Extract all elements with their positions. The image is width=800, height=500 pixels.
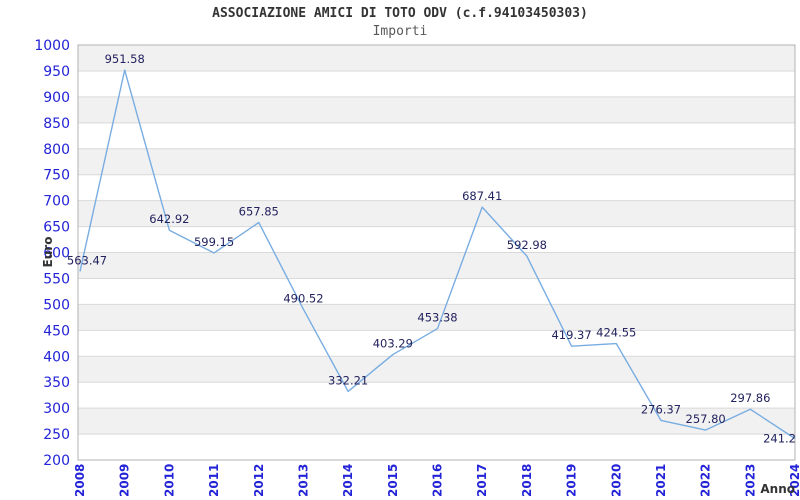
plot-band <box>78 408 795 435</box>
plot-band <box>78 226 795 253</box>
data-label: 687.41 <box>462 189 502 203</box>
plot-band <box>78 96 795 123</box>
y-axis-tick-label: 1000 <box>34 38 70 54</box>
y-axis-tick-label: 800 <box>43 142 70 158</box>
y-axis-tick-label: 600 <box>43 246 70 262</box>
y-axis-tick-label: 500 <box>43 297 70 313</box>
plot-band <box>78 356 795 383</box>
x-axis-tick-label: 2009 <box>118 464 132 497</box>
y-axis-tick-label: 650 <box>43 220 70 236</box>
data-label: 424.55 <box>596 326 636 340</box>
data-label: 951.58 <box>105 52 145 66</box>
data-label: 642.92 <box>149 212 189 226</box>
y-axis-tick-label: 700 <box>43 194 70 210</box>
data-label: 657.85 <box>239 204 279 218</box>
data-label: 276.37 <box>641 402 681 416</box>
chart-subtitle: Importi <box>372 24 428 39</box>
chart-title: ASSOCIAZIONE AMICI DI TOTO ODV (c.f.9410… <box>212 6 588 21</box>
y-axis-tick-label: 300 <box>43 401 70 417</box>
data-label: 599.15 <box>194 235 234 249</box>
y-axis-tick-label: 200 <box>43 453 70 469</box>
data-label: 490.52 <box>283 291 323 305</box>
plot-band <box>78 278 795 305</box>
x-axis-tick-label: 2010 <box>162 464 176 497</box>
y-axis-tick-label: 550 <box>43 271 70 287</box>
plot-band <box>78 330 795 357</box>
x-axis-tick-label: 2015 <box>386 464 400 497</box>
x-axis-tick-label: 2013 <box>296 464 310 497</box>
data-label: 403.29 <box>373 337 413 351</box>
x-axis-tick-label: 2012 <box>252 464 266 497</box>
x-axis-title: Anno <box>760 482 795 496</box>
y-axis-tick-label: 450 <box>43 323 70 339</box>
data-label: 297.86 <box>730 391 770 405</box>
y-axis-tick-label: 850 <box>43 116 70 132</box>
x-axis-tick-label: 2008 <box>73 464 87 497</box>
x-axis-tick-label: 2018 <box>520 464 534 497</box>
data-label: 563.47 <box>67 253 107 267</box>
data-label: 419.37 <box>551 328 591 342</box>
x-axis-tick-label: 2014 <box>341 464 355 497</box>
y-axis-tick-label: 400 <box>43 349 70 365</box>
y-axis-tick-label: 750 <box>43 168 70 184</box>
x-axis-tick-label: 2019 <box>565 464 579 497</box>
series-line <box>79 69 796 440</box>
x-axis-tick-label: 2023 <box>743 464 757 497</box>
y-axis-tick-label: 250 <box>43 427 70 443</box>
y-axis-tick-label: 350 <box>43 375 70 391</box>
plot-border <box>77 44 796 461</box>
plot-band <box>78 45 795 71</box>
y-axis-title: Euro <box>41 237 55 268</box>
x-axis-tick-label: 2011 <box>207 464 221 497</box>
plot-band <box>78 382 795 409</box>
y-axis-tick-label: 900 <box>43 90 70 106</box>
x-axis-tick-label: 2020 <box>609 464 623 497</box>
plot-band <box>78 70 795 97</box>
y-axis-tick-label: 950 <box>43 64 70 80</box>
plot-band <box>78 252 795 279</box>
data-label: 592.98 <box>507 238 547 252</box>
plot-band <box>78 304 795 331</box>
x-axis-tick-label: 2022 <box>699 464 713 497</box>
data-label: 241.2 <box>763 432 796 446</box>
x-axis-tick-label: 2017 <box>475 464 489 497</box>
plot-band <box>78 434 795 460</box>
data-label: 453.38 <box>417 311 457 325</box>
plot-band <box>78 122 795 149</box>
x-axis-tick-label: 2016 <box>431 464 445 497</box>
plot-band <box>78 174 795 201</box>
data-label: 257.80 <box>686 412 726 426</box>
x-axis-tick-label: 2021 <box>654 464 668 497</box>
x-axis-tick-label: 2024 <box>788 464 800 497</box>
data-label: 332.21 <box>328 373 368 387</box>
plot-band <box>78 200 795 227</box>
plot-band <box>78 148 795 175</box>
